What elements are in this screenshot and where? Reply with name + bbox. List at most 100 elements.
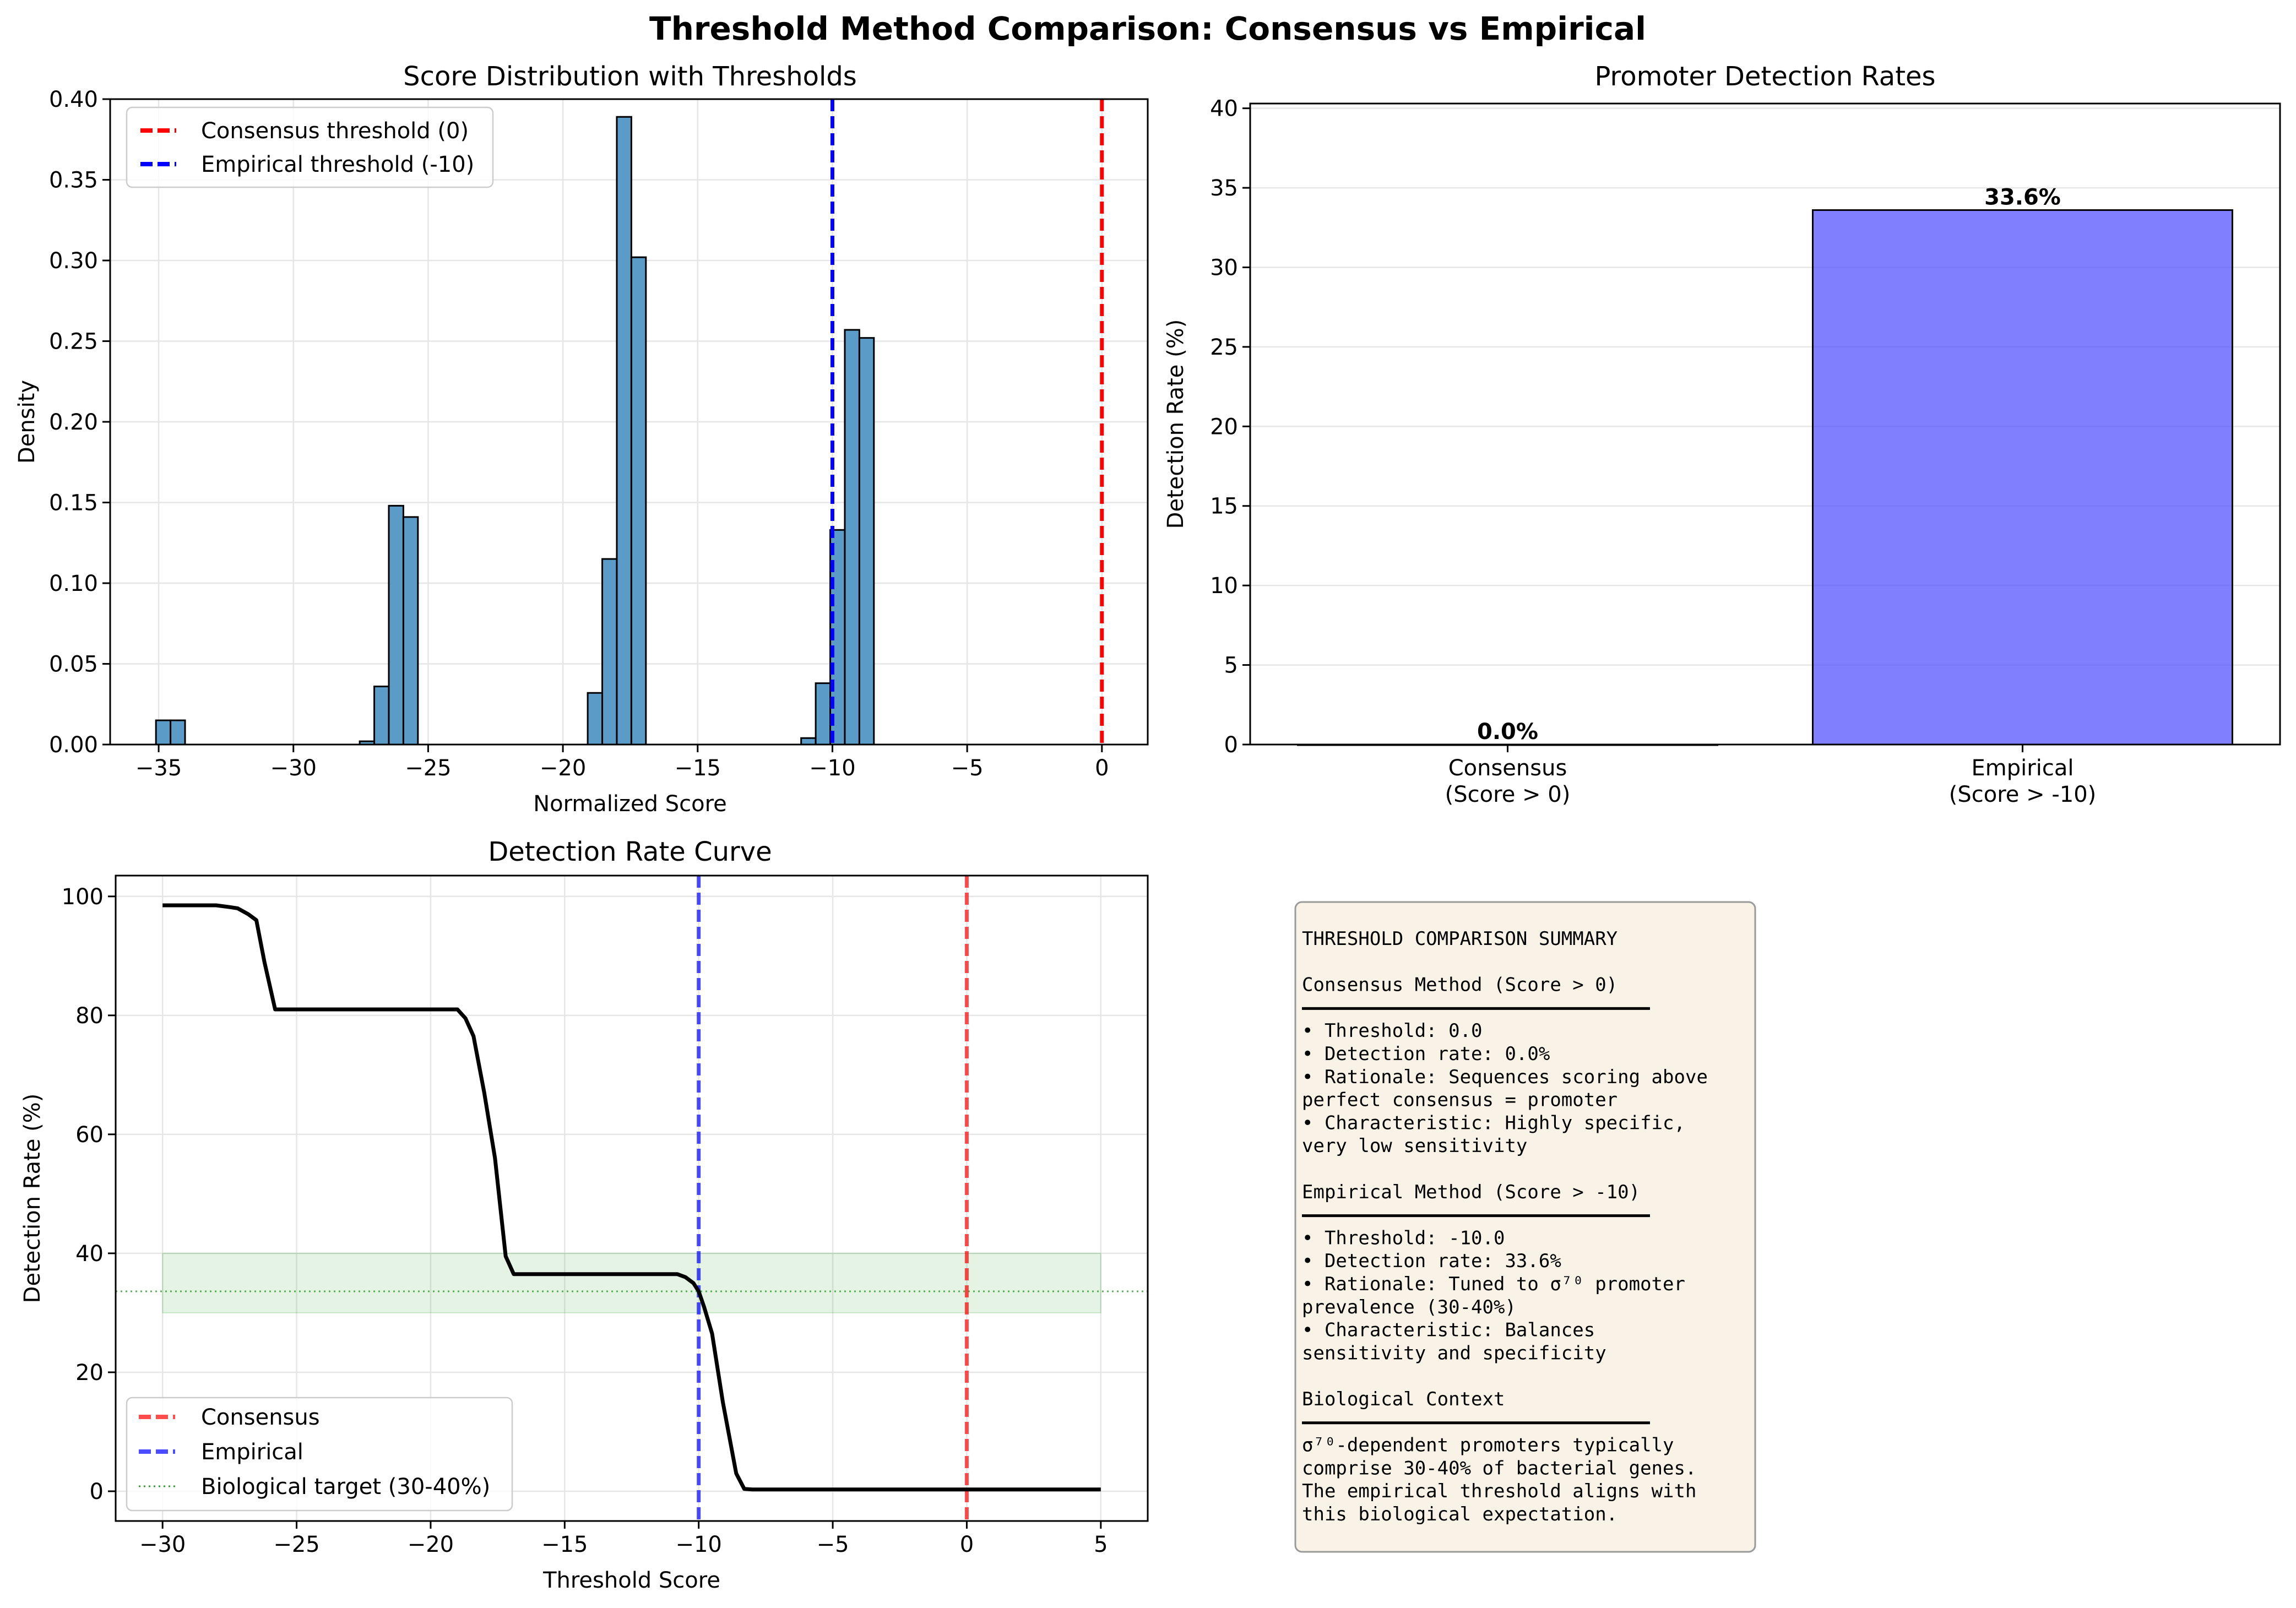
curve-y-tick-label: 60: [75, 1122, 104, 1148]
histogram-y-tick-label: 0.30: [49, 248, 98, 274]
histogram-y-tick-label: 0.15: [49, 491, 98, 516]
legend-consensus-threshold: Consensus threshold (0): [201, 118, 469, 144]
bar-empirical: [1812, 209, 2233, 746]
summary-line: THRESHOLD COMPARISON SUMMARY: [1302, 928, 1617, 950]
bar-y-tick-label: 15: [1210, 494, 1238, 519]
bar-category-label: Empirical: [1972, 756, 2074, 781]
bar-y-tick-label: 30: [1210, 255, 1238, 280]
curve-x-tick-label: 5: [1094, 1532, 1108, 1557]
summary-line: very low sensitivity: [1302, 1135, 1527, 1157]
bar-value-label: 0.0%: [1477, 719, 1538, 745]
histogram-x-tick-label: −25: [405, 756, 451, 781]
summary-line: • Rationale: Sequences scoring above: [1302, 1066, 1708, 1088]
summary-line: Consensus Method (Score > 0): [1302, 974, 1617, 996]
histogram-bin: [601, 558, 618, 746]
bar-y-tick-label: 35: [1210, 176, 1238, 201]
summary-line: • Characteristic: Balances: [1302, 1319, 1595, 1341]
bar-y-tick-label: 5: [1224, 653, 1238, 678]
histogram-bin: [858, 337, 875, 746]
curve-legend-box: [126, 1397, 513, 1512]
curve-y-tick-label: 40: [75, 1241, 104, 1267]
curve-x-axis-label: Threshold Score: [542, 1568, 720, 1593]
curve-x-tick-label: 0: [960, 1532, 974, 1557]
bar-category-label: Consensus: [1448, 756, 1567, 781]
bar-y-tick-label: 20: [1210, 414, 1238, 439]
histogram-y-tick-label: 0.35: [49, 168, 98, 193]
summary-line: this biological expectation.: [1302, 1503, 1617, 1525]
summary-line: • Detection rate: 0.0%: [1302, 1043, 1550, 1065]
summary-line: • Threshold: -10.0: [1302, 1227, 1505, 1249]
summary-line: • Detection rate: 33.6%: [1302, 1250, 1561, 1272]
curve-legend: Consensus Empirical Biological target (3…: [126, 1397, 513, 1512]
histogram-y-tick-label: 0.05: [49, 652, 98, 677]
histogram-bin: [155, 719, 172, 746]
bar-category-sublabel: (Score > -10): [1949, 782, 2097, 807]
histogram-x-axis-label: Normalized Score: [533, 791, 727, 817]
histogram-y-tick-label: 0.20: [49, 410, 98, 435]
histogram-bin: [630, 256, 647, 746]
bar-y-axis-label: Detection Rate (%): [1163, 319, 1188, 529]
bar-y-tick-label: 25: [1210, 335, 1238, 360]
curve-x-tick-label: −30: [139, 1532, 186, 1557]
histogram-bin: [170, 719, 186, 746]
histogram-x-tick-label: −30: [270, 756, 317, 781]
legend-biological-target: Biological target (30-40%): [201, 1474, 490, 1500]
histogram-x-tick-label: 0: [1095, 756, 1109, 781]
histogram-x-tick-label: −20: [540, 756, 586, 781]
curve-x-tick-label: −20: [408, 1532, 454, 1557]
histogram-x-tick-label: −35: [135, 756, 182, 781]
curve-title: Detection Rate Curve: [488, 836, 772, 867]
bar-y-tick-label: 10: [1210, 573, 1238, 599]
histogram-title: Score Distribution with Thresholds: [403, 61, 857, 92]
bar-y-tick-label: 0: [1224, 732, 1238, 758]
figure-title: Threshold Method Comparison: Consensus v…: [649, 10, 1646, 47]
histogram-bin: [844, 329, 860, 746]
summary-line: σ⁷⁰-dependent promoters typically: [1302, 1435, 1674, 1457]
curve-x-tick-label: −10: [675, 1532, 721, 1557]
summary-line: prevalence (30-40%): [1302, 1296, 1516, 1318]
legend-empirical-threshold: Empirical threshold (-10): [201, 152, 474, 177]
histogram-x-tick-label: −5: [951, 756, 984, 781]
bar-category-sublabel: (Score > 0): [1445, 782, 1571, 807]
summary-line: The empirical threshold aligns with: [1302, 1480, 1696, 1502]
summary-line: • Rationale: Tuned to σ⁷⁰ promoter: [1302, 1273, 1685, 1295]
summary-line: perfect consensus = promoter: [1302, 1089, 1617, 1111]
histogram-x-tick-label: −10: [809, 756, 855, 781]
curve-y-tick-label: 0: [90, 1479, 104, 1504]
histogram-legend: Consensus threshold (0) Empirical thresh…: [126, 106, 494, 188]
curve-y-tick-label: 20: [75, 1360, 104, 1386]
histogram-x-tick-label: −15: [675, 756, 721, 781]
curve-x-tick-label: −15: [541, 1532, 588, 1557]
histogram-bin: [800, 737, 817, 746]
histogram-y-tick-label: 0.40: [49, 87, 98, 112]
curve-x-tick-label: −25: [273, 1532, 319, 1557]
summary-line: • Threshold: 0.0: [1302, 1020, 1483, 1042]
score-distribution-chart: Score Distribution with Thresholds −35 −3…: [14, 61, 1149, 817]
histogram-bin: [402, 516, 419, 746]
histogram-y-tick-label: 0.00: [49, 732, 98, 758]
histogram-bin: [587, 692, 604, 746]
summary-line: Empirical Method (Score > -10): [1302, 1181, 1640, 1203]
curve-y-tick-label: 80: [75, 1003, 104, 1029]
bar-value-label: 33.6%: [1984, 185, 2061, 210]
legend-consensus: Consensus: [201, 1405, 320, 1430]
histogram-bin: [388, 504, 404, 746]
summary-line: sensitivity and specificity: [1302, 1342, 1606, 1364]
detection-rate-curve-line: [162, 903, 1101, 1492]
histogram-y-tick-label: 0.25: [49, 329, 98, 355]
bar-chart-title: Promoter Detection Rates: [1594, 61, 1935, 92]
curve-x-tick-label: −5: [817, 1532, 849, 1557]
curve-plot-frame: [115, 874, 1149, 1522]
detection-rates-chart: Promoter Detection Rates 0.0% 33.6% 0 5 10 1…: [1163, 61, 2281, 807]
summary-line: Biological Context: [1302, 1388, 1505, 1410]
biological-target-band: [162, 1252, 1101, 1313]
bar-y-tick-label: 40: [1210, 96, 1238, 122]
bar-plot-frame: [1249, 102, 2281, 746]
detection-rate-curve-chart: Detection Rate Curve −30 −25 −20 −15 −10 −5 0 5…: [20, 836, 1149, 1593]
histogram-y-axis-label: Density: [14, 380, 40, 464]
legend-empirical: Empirical: [201, 1439, 303, 1465]
threshold-summary-box: THRESHOLD COMPARISON SUMMARY Consensus Me…: [1294, 901, 1756, 1553]
summary-line: comprise 30-40% of bacterial genes.: [1302, 1457, 1696, 1479]
histogram-y-tick-label: 0.10: [49, 571, 98, 596]
summary-line: • Characteristic: Highly specific,: [1302, 1112, 1685, 1134]
